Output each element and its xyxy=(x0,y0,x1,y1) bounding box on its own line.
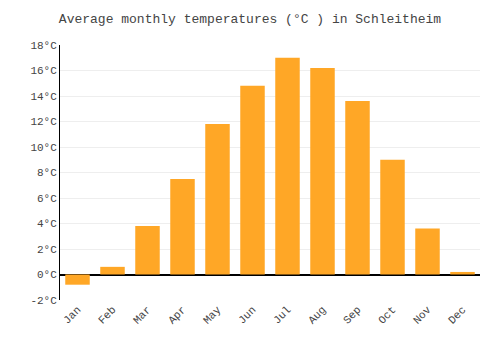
svg-text:6°C: 6°C xyxy=(37,193,57,205)
svg-text:8°C: 8°C xyxy=(37,167,57,179)
svg-text:Jan: Jan xyxy=(61,304,83,326)
svg-text:Jun: Jun xyxy=(236,304,258,326)
svg-text:Feb: Feb xyxy=(96,304,118,326)
svg-text:2°C: 2°C xyxy=(37,244,57,256)
svg-text:12°C: 12°C xyxy=(30,116,57,128)
svg-text:14°C: 14°C xyxy=(30,91,57,103)
svg-text:May: May xyxy=(201,304,224,327)
svg-text:Average monthly temperatures (: Average monthly temperatures (°C ) in Sc… xyxy=(59,12,441,27)
svg-text:Sep: Sep xyxy=(341,304,363,326)
svg-text:18°C: 18°C xyxy=(30,40,57,52)
svg-text:0°C: 0°C xyxy=(37,269,57,281)
svg-text:Nov: Nov xyxy=(411,304,434,327)
svg-text:Jul: Jul xyxy=(271,304,293,326)
svg-text:16°C: 16°C xyxy=(30,65,57,77)
svg-text:-2°C: -2°C xyxy=(30,295,57,307)
svg-text:Oct: Oct xyxy=(376,304,398,326)
svg-text:10°C: 10°C xyxy=(30,142,57,154)
svg-text:Dec: Dec xyxy=(446,304,468,326)
svg-text:Aug: Aug xyxy=(306,304,328,326)
svg-text:Mar: Mar xyxy=(131,304,153,326)
svg-text:4°C: 4°C xyxy=(37,218,57,230)
svg-text:Apr: Apr xyxy=(166,304,188,326)
